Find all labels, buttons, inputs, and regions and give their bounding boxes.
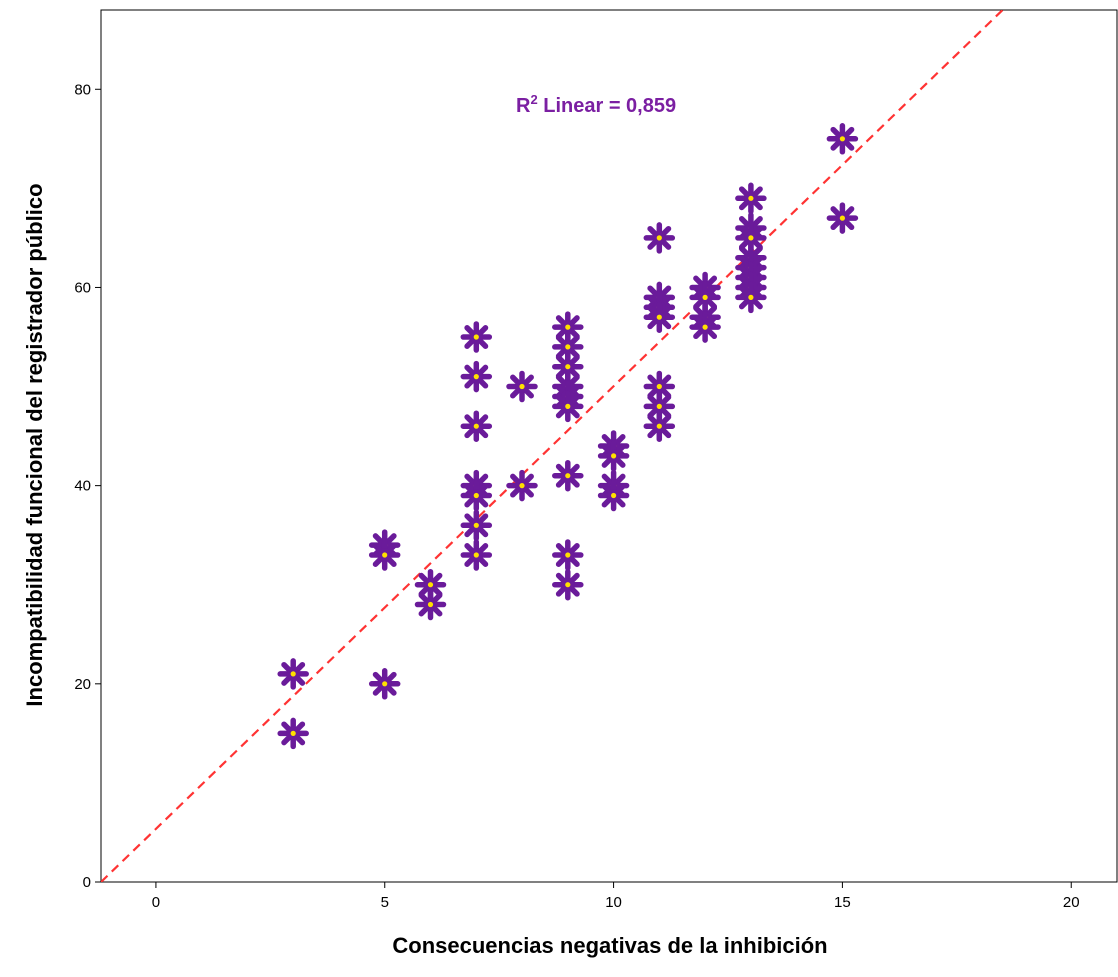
data-point — [552, 568, 584, 601]
x-axis-title: Consecuencias negativas de la inhibición — [392, 933, 827, 958]
data-point — [368, 539, 401, 571]
data-point — [735, 182, 767, 215]
r-squared-annotation: R2 Linear = 0,859 — [516, 92, 676, 117]
y-tick-label: 0 — [83, 874, 91, 891]
data-point — [597, 479, 630, 512]
r-squared-text: Linear = 0,859 — [538, 95, 676, 117]
x-tick-label: 10 — [605, 894, 622, 911]
data-point — [689, 311, 721, 343]
data-point — [735, 281, 767, 314]
data-point — [643, 222, 676, 254]
data-point — [735, 222, 767, 254]
y-tick-label: 20 — [74, 676, 91, 693]
x-tick-label: 5 — [381, 894, 389, 911]
data-point — [414, 588, 447, 621]
data-point — [460, 410, 493, 442]
x-tick-label: 20 — [1063, 894, 1080, 911]
data-point — [460, 321, 493, 353]
r-squared-prefix: R — [516, 95, 531, 117]
data-point — [506, 370, 538, 403]
data-point — [460, 539, 493, 571]
y-tick-label: 60 — [74, 279, 91, 296]
data-point — [552, 390, 584, 423]
data-point — [552, 331, 584, 363]
data-point — [552, 459, 584, 492]
data-point — [277, 717, 309, 750]
data-point — [826, 202, 859, 234]
data-point — [368, 668, 401, 700]
data-point — [643, 301, 676, 333]
data-point — [643, 410, 676, 442]
data-point — [826, 123, 859, 155]
x-tick-label: 0 — [152, 894, 160, 911]
y-tick-label: 80 — [74, 81, 91, 98]
r-squared-superscript: 2 — [530, 92, 537, 107]
data-point — [597, 440, 630, 472]
data-point — [460, 479, 493, 512]
y-axis-title: Incompatibilidad funcional del registrad… — [22, 183, 47, 706]
data-point — [277, 658, 309, 690]
data-point — [506, 469, 538, 502]
data-point — [460, 509, 493, 542]
x-tick-label: 15 — [834, 894, 851, 911]
y-tick-label: 40 — [74, 478, 91, 495]
data-point — [460, 360, 493, 393]
data-point — [552, 539, 584, 571]
